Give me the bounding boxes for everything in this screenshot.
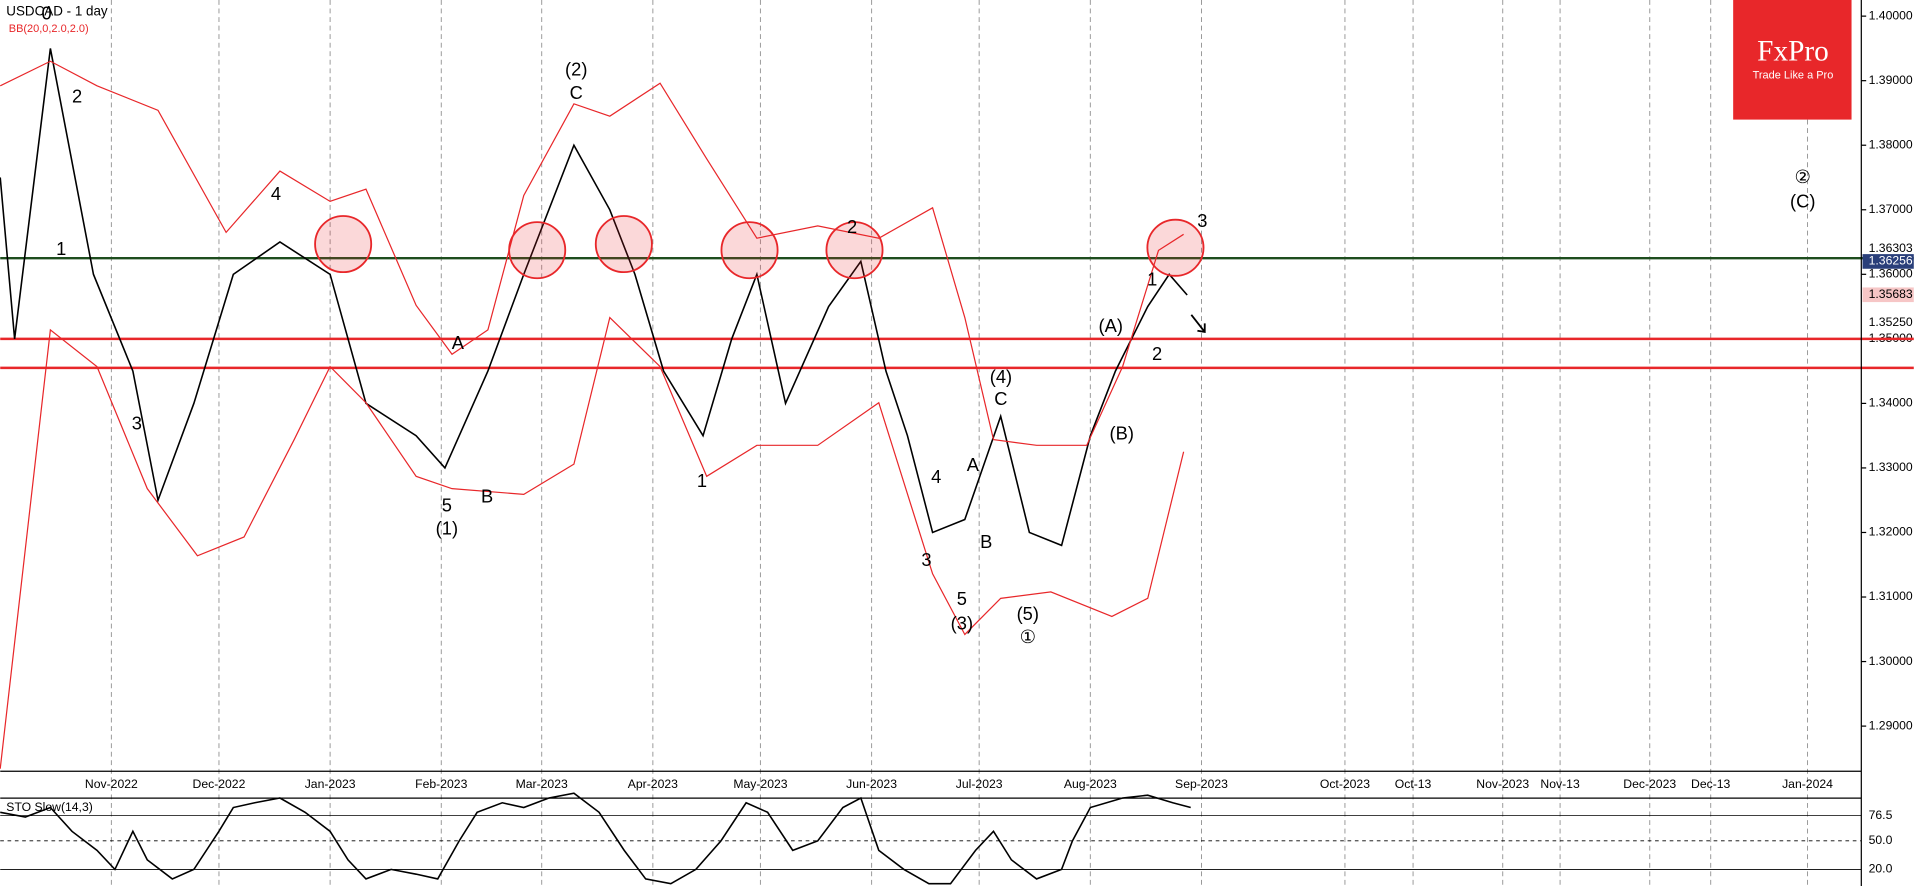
wave-label: 4 xyxy=(931,466,941,487)
y-tick-label: 1.31000 xyxy=(1869,589,1913,603)
x-tick-label: Dec-2023 xyxy=(1623,777,1676,791)
wave-label: ② xyxy=(1795,166,1811,187)
y-tick-label: 1.32000 xyxy=(1869,525,1913,539)
indicator-label: BB(20,0,2.0,2.0) xyxy=(9,23,89,35)
x-tick-label: May-2023 xyxy=(733,777,787,791)
circle xyxy=(1146,218,1205,277)
wave-label: 3 xyxy=(132,413,142,434)
price-label-box xyxy=(1862,241,1914,256)
price-label-box xyxy=(1862,315,1914,331)
price-line xyxy=(0,792,1191,885)
y-tick-label: 20.0 xyxy=(1869,862,1893,876)
price-label-box xyxy=(1862,254,1914,269)
y-tick-label: 1.34000 xyxy=(1869,396,1913,410)
wave-label: 1 xyxy=(697,470,707,491)
wave-label: (4) xyxy=(990,366,1012,387)
y-tick-label: 1.39000 xyxy=(1869,73,1913,87)
wave-label: (2) xyxy=(565,59,587,80)
x-tick-label: Oct-13 xyxy=(1395,777,1432,791)
wave-label: (1) xyxy=(436,517,458,538)
logo-box xyxy=(1733,0,1852,120)
y-tick-label: 50.0 xyxy=(1869,833,1893,847)
wave-label: B xyxy=(481,486,493,507)
wave-label: C xyxy=(570,82,583,103)
logo: FxPro xyxy=(1757,35,1829,67)
price-label: 1.36303 xyxy=(1869,241,1913,255)
x-tick-label: Sep-2023 xyxy=(1175,777,1228,791)
wave-label: (C) xyxy=(1790,190,1815,211)
x-tick-label: Jun-2023 xyxy=(846,777,897,791)
price-label-box xyxy=(1862,287,1914,303)
wave-label: 1 xyxy=(1147,269,1157,290)
logo-tagline: Trade Like a Pro xyxy=(1753,70,1834,82)
band-line xyxy=(0,60,1184,446)
x-tick-label: Oct-2023 xyxy=(1320,777,1370,791)
y-tick-label: 1.40000 xyxy=(1869,8,1913,22)
x-tick-label: Nov-2023 xyxy=(1476,777,1529,791)
x-tick-label: Dec-2022 xyxy=(193,777,246,791)
highlight-circles xyxy=(314,215,1205,280)
x-tick-label: Jul-2023 xyxy=(956,777,1003,791)
x-tick-label: Feb-2023 xyxy=(415,777,467,791)
circle xyxy=(508,221,567,280)
x-tick-label: Apr-2023 xyxy=(628,777,678,791)
wave-label: 3 xyxy=(1197,210,1207,231)
wave-label: A xyxy=(452,332,465,353)
wave-label: (3) xyxy=(951,613,973,634)
y-tick-label: 1.37000 xyxy=(1869,202,1913,216)
wave-label: 2 xyxy=(1152,343,1162,364)
wave-label: 3 xyxy=(921,549,931,570)
wave-labels: 0 2 1 3 4 5 (1) A B (2) C 1 2 4 3 5 (3) … xyxy=(41,2,1815,647)
price-line xyxy=(0,48,1188,547)
y-tick-label: 1.38000 xyxy=(1869,137,1913,151)
band-line xyxy=(0,316,1185,769)
price-label: 1.36256 xyxy=(1869,254,1913,268)
wave-label: 0 xyxy=(41,2,51,23)
wave-label: (B) xyxy=(1110,422,1134,443)
indicator-title: STO Slow(14,3) xyxy=(6,800,92,814)
circle xyxy=(720,221,779,280)
circle xyxy=(825,221,884,280)
wave-label: ① xyxy=(1020,626,1036,647)
x-tick-label: Dec-13 xyxy=(1691,777,1731,791)
x-tick-label: Nov-13 xyxy=(1540,777,1580,791)
y-tick-label: 1.33000 xyxy=(1869,460,1913,474)
wave-label: 5 xyxy=(957,588,967,609)
wave-label: (5) xyxy=(1017,603,1039,624)
y-tick-label: 76.5 xyxy=(1869,808,1893,822)
x-tick-label: Nov-2022 xyxy=(85,777,138,791)
x-tick-label: Jan-2023 xyxy=(305,777,356,791)
price-label: 1.35683 xyxy=(1869,287,1913,301)
wave-label: 2 xyxy=(72,85,82,106)
wave-label: B xyxy=(980,531,992,552)
wave-label: C xyxy=(994,388,1007,409)
x-tick-label: Aug-2023 xyxy=(1064,777,1117,791)
y-tick-label: 1.30000 xyxy=(1869,654,1913,668)
price-label: 1.35250 xyxy=(1869,315,1913,329)
y-tick-label: 1.29000 xyxy=(1869,718,1913,732)
wave-label: 1 xyxy=(56,238,66,259)
wave-label: 5 xyxy=(442,494,452,515)
circle xyxy=(314,215,373,274)
wave-label: A xyxy=(967,454,980,475)
wave-label: (A) xyxy=(1099,315,1123,336)
circle xyxy=(594,215,653,274)
y-tick-label: 1.36000 xyxy=(1869,267,1913,281)
arrow xyxy=(1190,314,1206,334)
chart-title: USDCAD - 1 day xyxy=(6,4,108,19)
x-tick-label: Jan-2024 xyxy=(1782,777,1833,791)
x-tick-label: Mar-2023 xyxy=(516,777,568,791)
wave-label: 2 xyxy=(847,216,857,237)
wave-label: 4 xyxy=(271,183,281,204)
